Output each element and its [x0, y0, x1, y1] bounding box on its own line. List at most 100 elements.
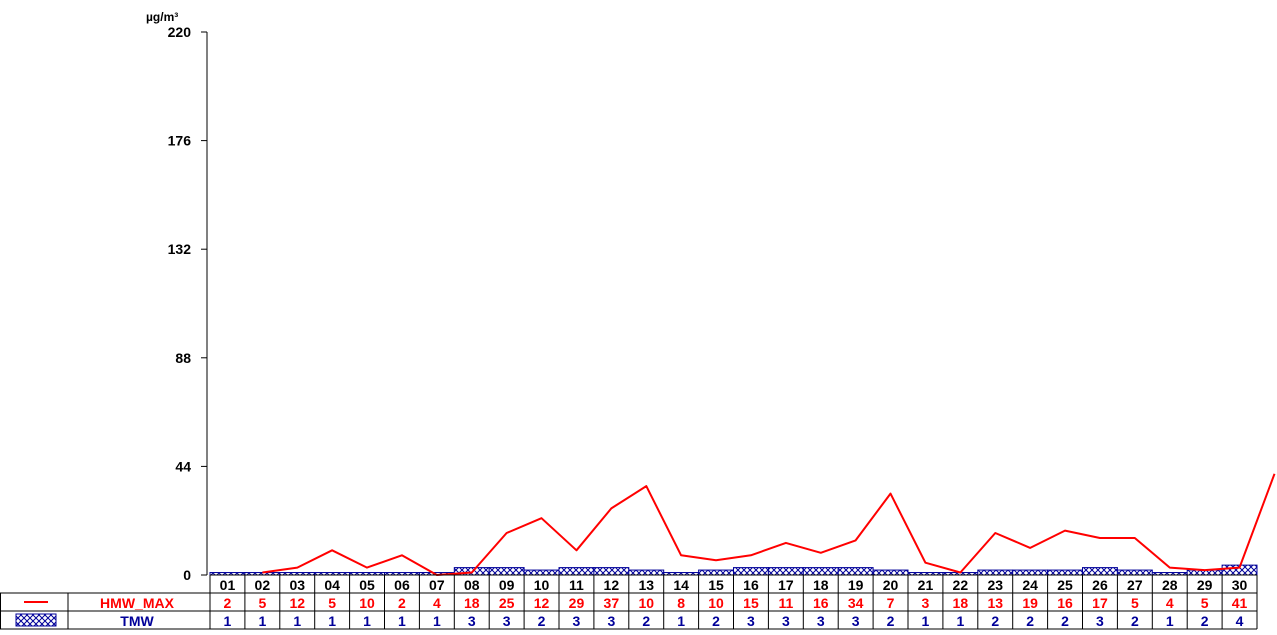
- hmw-max-value: 3: [922, 595, 930, 611]
- tmw-bar: [1116, 569, 1153, 576]
- x-tick-label: 28: [1162, 577, 1178, 593]
- hmw-max-value: 15: [743, 595, 759, 611]
- x-tick-label: 03: [289, 577, 305, 593]
- hmw-max-value: 5: [258, 595, 266, 611]
- hmw-max-series-line: [262, 473, 1276, 576]
- x-tick-label: 16: [743, 577, 759, 593]
- tmw-value: 3: [573, 613, 581, 629]
- tmw-bar: [1047, 569, 1083, 576]
- hmw-max-value: 10: [708, 595, 724, 611]
- tmw-value: 2: [1131, 613, 1139, 629]
- tmw-value: 1: [433, 613, 441, 629]
- x-tick-label: 23: [987, 577, 1003, 593]
- y-tick-label: 44: [175, 458, 191, 474]
- tmw-value: 2: [1061, 613, 1069, 629]
- x-tick-label: 02: [255, 577, 271, 593]
- tmw-value: 3: [782, 613, 790, 629]
- tmw-value: 3: [747, 613, 755, 629]
- tmw-value: 1: [293, 613, 301, 629]
- y-tick-label: 88: [175, 350, 191, 366]
- hmw-max-value: 4: [1166, 595, 1174, 611]
- tmw-value: 2: [642, 613, 650, 629]
- x-tick-label: 25: [1057, 577, 1073, 593]
- x-tick-label: 29: [1197, 577, 1213, 593]
- hmw-max-value: 5: [1201, 595, 1209, 611]
- tmw-value: 3: [503, 613, 511, 629]
- x-tick-label: 15: [708, 577, 724, 593]
- x-tick-label: 22: [953, 577, 969, 593]
- hmw-max-value: 7: [887, 595, 895, 611]
- x-tick-label: 13: [638, 577, 654, 593]
- tmw-bar: [977, 569, 1014, 576]
- x-tick-label: 20: [883, 577, 899, 593]
- x-tick-label: 09: [499, 577, 515, 593]
- hmw-max-value: 18: [464, 595, 480, 611]
- x-tick-label: 05: [359, 577, 375, 593]
- x-tick-label: 24: [1022, 577, 1038, 593]
- x-tick-label: 30: [1232, 577, 1248, 593]
- hmw-max-value: 12: [289, 595, 305, 611]
- tmw-bar: [1082, 567, 1118, 576]
- tmw-legend-swatch: [15, 613, 57, 627]
- tmw-bar: [488, 567, 525, 576]
- x-tick-label: 27: [1127, 577, 1143, 593]
- hmw-max-value: 13: [987, 595, 1003, 611]
- y-tick-label: 0: [183, 567, 191, 583]
- x-tick-label: 18: [813, 577, 829, 593]
- x-tick-label: 19: [848, 577, 864, 593]
- y-tick-label: 176: [168, 133, 192, 149]
- tmw-value: 4: [1236, 613, 1244, 629]
- hmw-max-value: 25: [499, 595, 515, 611]
- tmw-legend-label: TMW: [120, 613, 154, 629]
- hmw-max-value: 17: [1092, 595, 1108, 611]
- tmw-bar: [802, 567, 839, 576]
- x-tick-label: 17: [778, 577, 794, 593]
- x-tick-label: 10: [534, 577, 550, 593]
- tmw-value: 3: [852, 613, 860, 629]
- x-tick-label: 04: [324, 577, 340, 593]
- tmw-bar: [767, 567, 804, 576]
- tmw-value: 1: [956, 613, 964, 629]
- hmw-max-value: 2: [224, 595, 232, 611]
- tmw-bar: [593, 567, 630, 576]
- hmw-max-value: 16: [1057, 595, 1073, 611]
- hmw-max-value: 29: [569, 595, 585, 611]
- x-tick-label: 08: [464, 577, 480, 593]
- tmw-value: 3: [817, 613, 825, 629]
- tmw-bar: [1012, 569, 1049, 576]
- tmw-value: 2: [1026, 613, 1034, 629]
- tmw-value: 2: [1201, 613, 1209, 629]
- tmw-value: 1: [363, 613, 371, 629]
- hmw-max-value: 10: [638, 595, 654, 611]
- hmw-max-value: 12: [534, 595, 550, 611]
- tmw-value: 3: [468, 613, 476, 629]
- hmw-max-value: 34: [848, 595, 864, 611]
- tmw-bar: [628, 569, 665, 576]
- x-tick-label: 26: [1092, 577, 1108, 593]
- hmw-max-value: 11: [778, 595, 793, 611]
- tmw-bar: [558, 567, 595, 576]
- tmw-bars: [209, 564, 1258, 576]
- tmw-value: 1: [677, 613, 685, 629]
- tmw-value: 1: [224, 613, 232, 629]
- hmw-max-value: 10: [359, 595, 375, 611]
- hmw-max-value: 18: [953, 595, 969, 611]
- hmw-max-value: 41: [1232, 595, 1248, 611]
- hmw-max-value: 2: [398, 595, 406, 611]
- hmw-max-value: 19: [1022, 595, 1038, 611]
- tmw-value: 1: [258, 613, 266, 629]
- y-unit-label: µg/m³: [146, 10, 178, 24]
- data-table: HMW_MAXTMW012102510312104510510106210741…: [0, 574, 1258, 630]
- tmw-value: 3: [607, 613, 615, 629]
- hmw-max-legend-label: HMW_MAX: [100, 595, 175, 611]
- tmw-value: 2: [538, 613, 546, 629]
- tmw-value: 1: [1166, 613, 1174, 629]
- tmw-value: 2: [712, 613, 720, 629]
- x-tick-label: 21: [918, 577, 934, 593]
- hmw-max-line: [262, 473, 1276, 576]
- hmw-max-value: 8: [677, 595, 685, 611]
- y-tick-label: 132: [168, 241, 192, 257]
- hmw-max-value: 5: [1131, 595, 1139, 611]
- tmw-value: 3: [1096, 613, 1104, 629]
